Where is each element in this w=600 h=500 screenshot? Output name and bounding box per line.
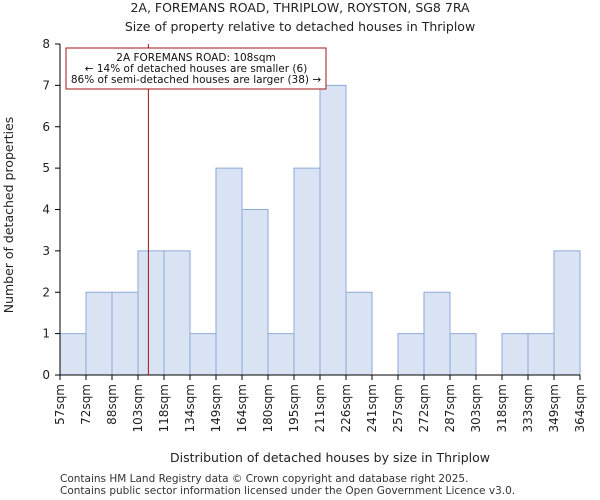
bar-72sqm	[85, 291, 113, 376]
bar-88sqm	[111, 291, 139, 376]
x-tick-label: 333sqm	[521, 384, 535, 432]
bar-57sqm	[59, 333, 87, 376]
bar-226sqm	[345, 291, 373, 376]
x-tick-label: 318sqm	[495, 384, 509, 432]
footer-line-1: Contains HM Land Registry data © Crown c…	[60, 473, 468, 485]
y-tick-label: 1	[42, 327, 50, 341]
x-tick-label: 134sqm	[183, 384, 197, 432]
bar-287sqm	[449, 333, 477, 376]
y-axis-label: Number of detached properties	[1, 117, 16, 314]
x-tick-label: 349sqm	[547, 384, 561, 432]
x-tick-label: 164sqm	[235, 384, 249, 432]
x-axis-label: Distribution of detached houses by size …	[170, 450, 490, 465]
bar-149sqm	[215, 167, 243, 376]
x-tick-label: 88sqm	[105, 384, 119, 425]
x-tick-label: 241sqm	[365, 384, 379, 432]
footer-line-2: Contains public sector information licen…	[60, 485, 515, 497]
x-tick-label: 149sqm	[209, 384, 223, 432]
x-tick-label: 118sqm	[157, 384, 171, 432]
bar-272sqm	[423, 291, 451, 376]
y-tick-label: 2	[42, 285, 50, 299]
y-tick-label: 5	[42, 161, 50, 175]
bar-134sqm	[189, 333, 217, 376]
annotation-box	[65, 47, 327, 90]
y-tick-label: 4	[42, 203, 50, 217]
y-tick-label: 6	[42, 120, 50, 134]
x-tick-label: 57sqm	[53, 384, 67, 425]
bar-195sqm	[293, 167, 321, 376]
annotation-line-1: 2A FOREMANS ROAD: 108sqm	[116, 52, 275, 64]
x-tick-label: 226sqm	[339, 384, 353, 432]
x-tick-label: 195sqm	[287, 384, 301, 432]
bar-180sqm	[267, 333, 295, 376]
y-tick-label: 8	[42, 37, 50, 51]
y-tick-label: 0	[42, 368, 50, 382]
chart-subtitle: Size of property relative to detached ho…	[125, 19, 475, 34]
x-tick-label: 257sqm	[391, 384, 405, 432]
chart-title: 2A, FOREMANS ROAD, THRIPLOW, ROYSTON, SG…	[130, 0, 470, 15]
x-tick-label: 287sqm	[443, 384, 457, 432]
x-tick-label: 103sqm	[131, 384, 145, 432]
x-tick-label: 364sqm	[573, 384, 587, 432]
x-tick-label: 272sqm	[417, 384, 431, 432]
y-tick-label: 7	[42, 78, 50, 92]
bar-318sqm	[501, 333, 529, 376]
annotation-line-3: 86% of semi-detached houses are larger (…	[71, 74, 322, 86]
bar-118sqm	[163, 250, 191, 376]
bar-164sqm	[241, 209, 269, 376]
x-tick-label: 211sqm	[313, 384, 327, 432]
y-tick-label: 3	[42, 244, 50, 258]
annotation-line-2: ← 14% of detached houses are smaller (6)	[85, 63, 308, 75]
bar-349sqm	[553, 250, 581, 376]
x-tick-label: 72sqm	[79, 384, 93, 425]
bar-257sqm	[397, 333, 425, 376]
plot-area: 0 1 2 3 4 5 6 7 8 57sqm 72sqm 88sqm 103sqm 118sqm 134s…	[42, 37, 587, 432]
bar-333sqm	[527, 333, 555, 376]
x-tick-label: 303sqm	[469, 384, 483, 432]
x-tick-label: 180sqm	[261, 384, 275, 432]
bar-103sqm	[137, 250, 165, 376]
bar-211sqm	[319, 84, 347, 376]
